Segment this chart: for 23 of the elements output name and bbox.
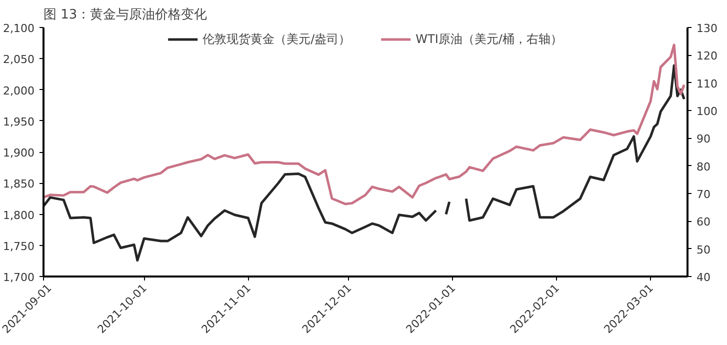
y-tick-label: 1,750 bbox=[3, 240, 35, 253]
y2-tick-label: 100 bbox=[696, 105, 718, 118]
legend-label: WTI原油（美元/桶，右轴） bbox=[416, 30, 562, 48]
y-tick-label: 1,800 bbox=[3, 208, 35, 222]
y-tick-label: 1,950 bbox=[3, 115, 35, 128]
legend-label: 伦敦现货黄金（美元/盎司） bbox=[202, 30, 351, 48]
chart-title: 图 13：黄金与原油价格变化 bbox=[44, 8, 208, 22]
y-tick-label: 2,050 bbox=[3, 53, 35, 66]
y-tick-label: 2,100 bbox=[3, 22, 35, 35]
line-series bbox=[44, 44, 686, 206]
y-tick-label: 1,900 bbox=[3, 146, 35, 160]
y-tick-label: 1,700 bbox=[3, 271, 35, 284]
y2-tick-label: 120 bbox=[696, 50, 718, 63]
y2-tick-label: 50 bbox=[696, 243, 710, 256]
y2-tick-label: 130 bbox=[696, 22, 718, 35]
y2-tick-label: 80 bbox=[696, 160, 710, 174]
y-tick-label: 2,000 bbox=[3, 84, 35, 98]
y2-tick-label: 40 bbox=[696, 271, 710, 284]
y2-tick-label: 90 bbox=[696, 132, 710, 146]
y2-tick-label: 70 bbox=[696, 188, 710, 201]
y2-tick-label: 110 bbox=[696, 77, 718, 90]
y2-tick-label: 60 bbox=[696, 216, 710, 229]
y-tick-label: 1,850 bbox=[3, 178, 35, 191]
